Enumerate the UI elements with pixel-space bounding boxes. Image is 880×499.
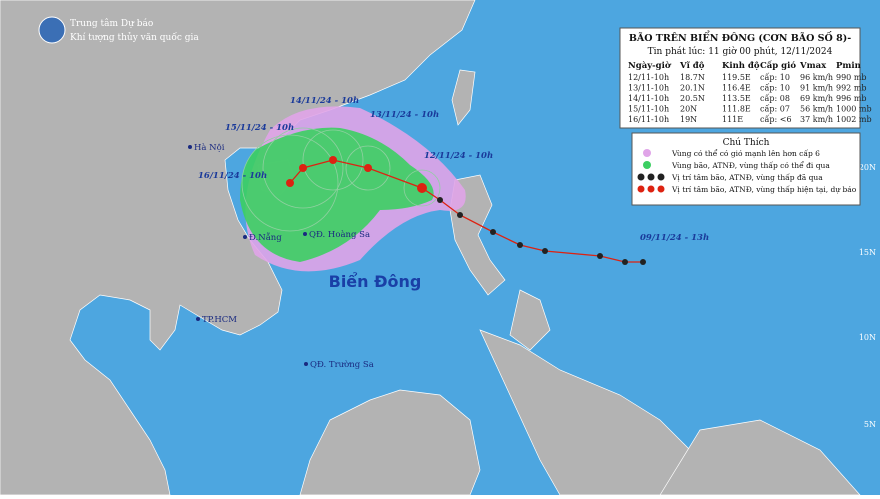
place-label: QĐ. Trường Sa [310,359,374,370]
past-points [437,197,646,265]
place-label: Hà Nội [194,142,225,153]
cell: 20N [680,105,697,114]
track-label: 16/11/24 - 10h [198,171,267,181]
cell: 990 mb [836,73,867,82]
info-box [619,27,861,129]
cell: 111.8E [722,105,751,114]
legend-item: Vị trí tâm bão, ATNĐ, vùng thấp đã qua [671,173,823,182]
column-header: Pmin [836,61,861,71]
cell: cấp: 08 [760,94,790,103]
cell: 96 km/h [800,73,833,82]
cell: 116.4E [722,84,751,93]
forecast-points [286,156,427,193]
issued: Tin phát lúc: 11 giờ 00 phút, 12/11/2024 [648,46,833,57]
legend-title: Chú Thích [723,137,770,148]
latitude: 5N [864,420,876,429]
track-label: 09/11/24 - 13h [640,233,709,243]
sea-name: Biển Đông [329,272,422,291]
track-label: 15/11/24 - 10h [225,123,294,133]
cell: cấp: <6 [760,115,792,124]
legend-item: Vùng bão, ATNĐ, vùng thấp có thể đi qua [671,161,830,170]
cell: 13/11-10h [628,84,669,93]
cell: 14/11-10h [628,94,669,103]
cell: 111E [722,115,743,124]
latitude: 10N [859,333,876,342]
latitude: 15N [859,248,876,257]
cell: 20.1N [680,84,705,93]
place-label: Đ.Nẵng [249,231,282,243]
wind-circles [241,127,441,232]
info-title: BÃO TRÊN BIỂN ĐÔNG (CƠN BÃO SỐ 8)- [629,30,851,44]
place-label: TP.HCM [202,315,237,325]
cell: 119.5E [722,73,751,82]
cell: 37 km/h [800,115,833,124]
legend-swatch [657,173,665,181]
cell: 18.7N [680,73,705,82]
cell: 1000 mb [836,105,872,114]
cell: 12/11-10h [628,73,669,82]
legend-swatch [647,185,655,193]
legend-item: Vùng có thể có gió mạnh lên hơn cấp 6 [671,149,820,158]
track-label: 13/11/24 - 10h [370,110,439,120]
cell: 996 mb [836,94,867,103]
track-label: 14/11/24 - 10h [290,96,359,106]
column-header: Vmax [799,61,827,71]
place-dot [196,317,200,321]
cell: cấp: 10 [760,73,790,82]
cell: cấp: 10 [760,84,790,93]
cell: 15/11-10h [628,105,669,114]
forecast-table: Ngày-giờ Vĩ độ Kinh độ Cấp gió Vmax Pmin 12/11… [628,59,872,124]
track-label: 12/11/24 - 10h [424,151,493,161]
place-dot [304,362,308,366]
legend: Vùng có thể có gió mạnh lên hơn cấp 6 Vùn… [637,149,857,194]
legend-swatch [643,149,651,157]
cell: 91 km/h [800,84,833,93]
track-labels: 14/11/24 - 10h 13/11/24 - 10h 15/11/24 - 1… [198,96,709,243]
cell: 1002 mb [836,115,872,124]
place-dot [188,145,192,149]
latitude-labels: 20N 15N 10N 5N [859,163,876,429]
place-dot [303,232,307,236]
column-header: Vĩ độ [679,60,705,71]
cell: 113.5E [722,94,751,103]
legend-box [631,132,861,206]
place-labels: Hà Nội Đ.Nẵng QĐ. Hoàng Sa TP.HCM QĐ. Trường… [188,142,374,370]
agency-sub: Khí tượng thủy văn quốc gia [70,32,199,43]
column-header: Cấp gió [760,59,796,71]
agency: Trung tâm Dự báo [70,18,153,29]
cell: 20.5N [680,94,705,103]
legend-swatch [637,173,645,181]
cell: 16/11-10h [628,115,669,124]
logo [38,16,66,44]
place-dot [243,235,247,239]
column-header: Kinh độ [722,60,760,71]
legend-swatch [647,173,655,181]
cell: 69 km/h [800,94,833,103]
place-label: QĐ. Hoàng Sa [309,229,370,240]
column-header: Ngày-giờ [628,60,672,71]
legend-swatch [657,185,665,193]
legend-swatch [637,185,645,193]
cell: 19N [680,115,697,124]
legend-swatch [643,161,651,169]
cell: cấp: 07 [760,105,790,114]
cell: 992 mb [836,84,867,93]
legend-item: Vị trí tâm bão, ATNĐ, vùng thấp hiện tại… [671,185,857,194]
latitude: 20N [859,163,876,172]
cell: 56 km/h [800,105,833,114]
